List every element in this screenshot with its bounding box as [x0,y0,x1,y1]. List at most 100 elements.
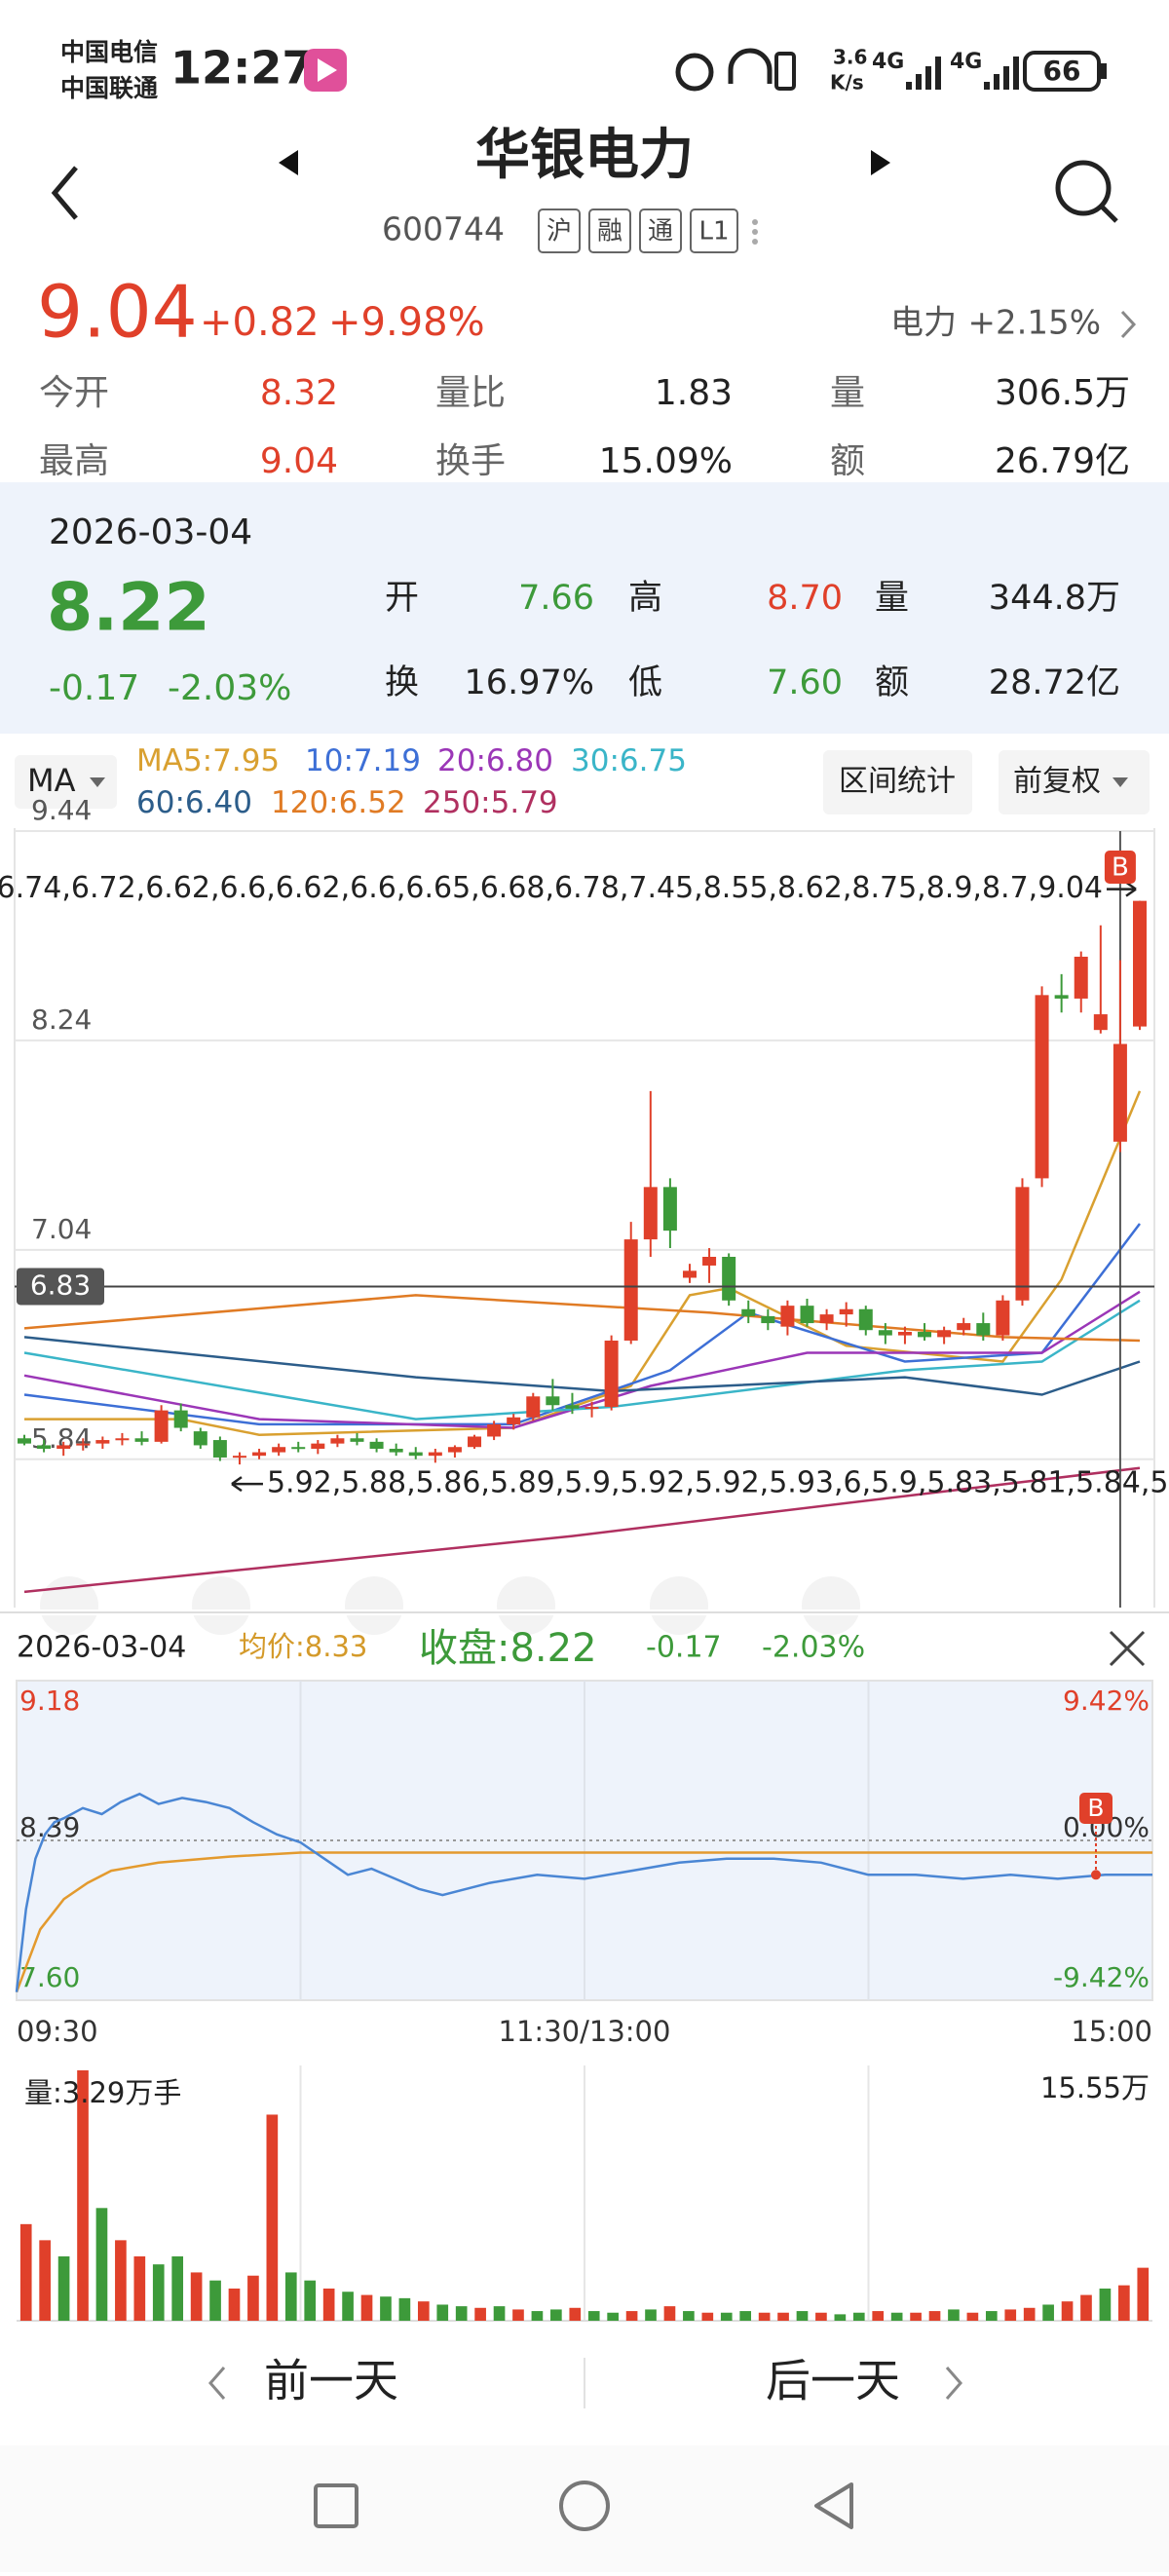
volume-label-text: 量: [24,2076,62,2109]
sector-change[interactable]: +2.15% [968,304,1102,343]
stat-value: 9.04 [260,441,338,481]
nav-recent[interactable] [314,2483,358,2528]
zoom-controls [40,1576,860,1635]
legend-name: MA5: [136,743,212,778]
candle-body [154,1410,169,1442]
stat-value: 26.79亿 [995,441,1130,481]
candle-body [37,1445,52,1450]
clock: 12:27 [170,42,313,95]
legend-name: 20: [437,743,486,778]
legend-entry: MA5:7.95 [136,743,280,778]
zoom-button[interactable] [802,1576,860,1635]
chart-date: 2026-03-04 [17,1631,186,1665]
ma-line [24,1090,1142,1436]
zoom-button[interactable] [345,1576,403,1635]
price-line [15,1792,1152,1992]
volume-bar [209,2280,221,2321]
candle-body [134,1438,149,1442]
zoom-button[interactable] [40,1576,98,1635]
y-tick-label: 7.04 [31,1213,92,1245]
volume-bar [890,2312,903,2321]
candle-body [1133,900,1147,1027]
candle-body [408,1452,423,1457]
candle-body [1015,1187,1030,1301]
net-speed-unit: K/s [830,71,864,95]
volume-bar [474,2307,486,2321]
volume-bar [872,2311,885,2321]
stat-label: 低 [628,663,662,702]
volume-bar [190,2272,203,2321]
volume-label: 量:3.29万手 [24,2076,181,2109]
volume-bar [284,2272,297,2321]
back-button[interactable] [51,166,78,220]
volume-bar [587,2311,600,2321]
candle-body [1112,1043,1127,1142]
adjust-button[interactable] [999,750,1150,814]
stat-label: 高 [628,579,662,618]
indicator-select[interactable] [15,755,117,809]
stat-value: 344.8万 [989,579,1120,618]
sector[interactable]: 电力 [890,304,957,343]
legend-entry: 10:7.19 [305,743,421,778]
next-stock[interactable] [871,150,890,175]
nav-home[interactable] [559,2481,610,2531]
battery-level: 66 [1043,55,1081,87]
day-change-pct: -2.03% [168,668,291,708]
prev-stock[interactable] [279,150,298,175]
dropdown-arrow [90,777,105,787]
close-value: 8.22 [509,1626,596,1671]
volume-bar [342,2292,354,2321]
legend-entry: 250:5.79 [423,785,558,820]
volume-bar [966,2312,979,2321]
carrier: 中国联通 [60,74,158,102]
candle-body [272,1447,286,1453]
range-stats-button[interactable] [823,750,972,814]
candle-body [897,1332,912,1336]
nav-back[interactable] [814,2482,853,2529]
tag-box [588,208,631,253]
stat-value: 16.97% [465,663,594,702]
zoom-button[interactable] [192,1576,250,1635]
volume-bar [455,2306,468,2321]
candle-body [878,1330,892,1336]
network: 4G [950,50,982,74]
candle-body [232,1456,246,1458]
volume-bar [436,2304,449,2321]
volume-bar [171,2255,184,2321]
search-button[interactable] [1055,160,1112,216]
volume-bar [39,2240,51,2321]
stock-code: 600744 [382,210,505,248]
day-change: -0.17 [49,668,139,708]
candle-body [976,1323,991,1336]
candle-body [780,1306,795,1327]
candle-body [682,1270,697,1278]
next-day[interactable]: 后一天 [766,2355,900,2407]
x-tick-label: 11:30/13:00 [499,2015,671,2048]
volume-bar [645,2309,657,2321]
volume-bar [531,2311,544,2321]
zoom-button[interactable] [497,1576,555,1635]
volume-bar [607,2312,619,2321]
stat-label: 额 [830,441,865,481]
candle-body [546,1396,560,1406]
legend-name: 10: [305,743,354,778]
volume-bar [19,2223,32,2321]
y-tick-label: 15.55万 [1040,2071,1150,2104]
candle-body [76,1443,91,1446]
zoom-button[interactable] [650,1576,708,1635]
volume-bar [928,2311,941,2321]
volume-bar [266,2114,279,2321]
candle-body [604,1340,619,1408]
stat-value: 1.83 [655,373,733,413]
prev-day[interactable]: 前一天 [264,2355,398,2407]
candle-body [918,1332,932,1338]
legend-entry: 30:6.75 [571,743,687,778]
close-button[interactable] [1109,1630,1146,1667]
ma-line [23,1299,1141,1421]
adjust: 前复权 [1013,765,1101,799]
signal-label: B [1112,853,1129,883]
tag-box [538,208,581,253]
y-tick-label: 9.18 [19,1685,80,1717]
stat-label: 今开 [39,373,109,413]
